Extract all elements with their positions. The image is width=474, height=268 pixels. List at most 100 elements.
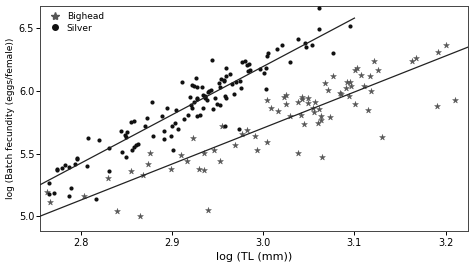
Point	[83, 163, 91, 168]
Point	[263, 98, 271, 102]
Point	[67, 185, 74, 190]
Point	[65, 194, 73, 199]
Point	[131, 144, 138, 149]
Point	[186, 95, 193, 99]
Point	[305, 96, 312, 100]
Point	[345, 94, 353, 98]
Point	[207, 88, 214, 92]
Point	[218, 77, 225, 81]
Point	[302, 44, 310, 49]
Point	[347, 84, 355, 88]
Point	[65, 165, 73, 169]
Point	[254, 148, 261, 152]
Point	[243, 63, 251, 67]
Point	[73, 157, 81, 161]
Point	[318, 118, 325, 122]
Point	[342, 85, 350, 90]
Point	[122, 135, 129, 140]
Point	[256, 67, 264, 71]
Point	[245, 62, 253, 66]
Point	[232, 80, 239, 84]
Point	[184, 113, 192, 117]
Point	[264, 54, 271, 59]
Point	[50, 191, 57, 195]
Point	[308, 42, 316, 47]
Point	[230, 92, 238, 96]
Point	[163, 106, 171, 110]
Point	[213, 102, 221, 106]
Point	[139, 173, 147, 177]
Point	[337, 92, 345, 96]
Point	[210, 147, 218, 152]
Point	[283, 102, 290, 106]
Point	[141, 124, 149, 128]
Point	[178, 153, 185, 157]
Point	[158, 114, 165, 118]
Point	[121, 133, 129, 137]
Point	[204, 90, 212, 95]
Point	[278, 42, 286, 47]
Point	[231, 143, 239, 147]
Point	[412, 56, 419, 60]
Point	[260, 71, 268, 75]
Point	[353, 66, 361, 70]
Point	[143, 116, 151, 120]
Point	[310, 110, 318, 114]
Point	[358, 73, 365, 77]
X-axis label: log (TL (mm)): log (TL (mm))	[216, 252, 292, 262]
Point	[174, 127, 182, 131]
Point	[105, 146, 112, 150]
Point	[146, 151, 154, 156]
Point	[244, 69, 252, 73]
Point	[329, 51, 337, 55]
Point	[43, 190, 51, 195]
Point	[298, 95, 306, 100]
Point	[237, 86, 245, 91]
Point	[267, 105, 274, 110]
Point	[337, 91, 344, 95]
Point	[122, 155, 129, 159]
Point	[318, 155, 326, 159]
Point	[190, 84, 197, 88]
Point	[298, 96, 306, 101]
Point	[220, 78, 228, 82]
Point	[378, 135, 385, 139]
Point	[238, 132, 246, 136]
Point	[366, 73, 374, 78]
Point	[167, 133, 174, 138]
Point	[222, 66, 229, 70]
Point	[173, 107, 180, 112]
Point	[315, 107, 322, 112]
Point	[242, 59, 249, 64]
Point	[205, 89, 213, 94]
Point	[329, 73, 337, 78]
Point	[221, 94, 229, 98]
Point	[193, 85, 201, 90]
Point	[134, 142, 142, 146]
Point	[144, 162, 152, 166]
Point	[351, 102, 359, 106]
Point	[167, 167, 174, 171]
Point	[217, 85, 224, 89]
Point	[297, 113, 304, 117]
Point	[222, 95, 230, 100]
Point	[315, 27, 322, 31]
Point	[235, 127, 243, 131]
Point	[374, 68, 382, 72]
Point	[58, 166, 66, 170]
Point	[180, 117, 188, 121]
Point	[169, 148, 177, 152]
Point	[209, 107, 217, 111]
Point	[216, 103, 224, 107]
Point	[294, 151, 302, 155]
Point	[128, 148, 136, 152]
Point	[365, 108, 372, 112]
Point	[92, 197, 100, 202]
Point	[227, 72, 234, 76]
Point	[294, 99, 302, 104]
Point	[104, 176, 111, 180]
Point	[53, 167, 61, 172]
Point	[95, 138, 103, 142]
Point	[346, 79, 354, 84]
Point	[409, 59, 416, 63]
